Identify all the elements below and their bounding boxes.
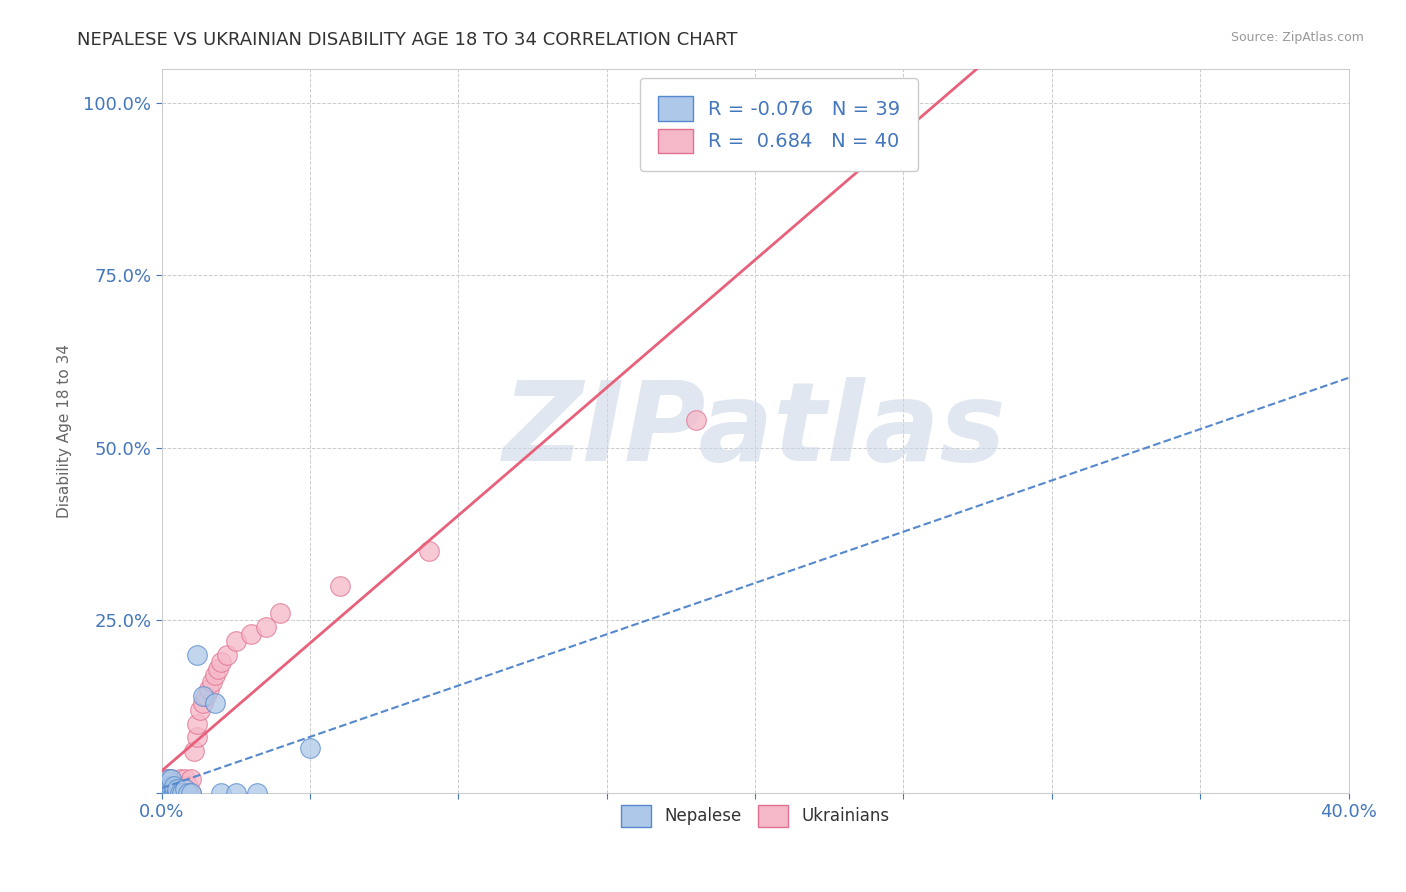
Point	[153, 786, 176, 800]
Point	[177, 786, 200, 800]
Point	[207, 661, 229, 675]
Point	[162, 786, 184, 800]
Point	[159, 782, 181, 797]
Point	[153, 786, 176, 800]
Point	[156, 786, 179, 800]
Point	[153, 779, 176, 793]
Point	[174, 782, 197, 797]
Point	[174, 786, 197, 800]
Point	[329, 579, 352, 593]
Point	[269, 607, 291, 621]
Point	[172, 786, 194, 800]
Text: NEPALESE VS UKRAINIAN DISABILITY AGE 18 TO 34 CORRELATION CHART: NEPALESE VS UKRAINIAN DISABILITY AGE 18 …	[77, 31, 738, 49]
Point	[153, 786, 176, 800]
Point	[180, 786, 202, 800]
Point	[156, 775, 179, 789]
Point	[246, 786, 269, 800]
Y-axis label: Disability Age 18 to 34: Disability Age 18 to 34	[58, 343, 72, 517]
Point	[156, 772, 179, 786]
Point	[172, 786, 194, 800]
Point	[254, 620, 277, 634]
Point	[169, 772, 191, 786]
Point	[166, 786, 188, 800]
Point	[193, 696, 215, 710]
Point	[153, 786, 176, 800]
Point	[159, 786, 181, 800]
Point	[153, 786, 176, 800]
Point	[153, 786, 176, 800]
Point	[893, 95, 915, 110]
Point	[186, 731, 208, 745]
Point	[156, 779, 179, 793]
Point	[166, 779, 188, 793]
Point	[156, 786, 179, 800]
Point	[225, 634, 247, 648]
Point	[162, 779, 184, 793]
Point	[177, 779, 200, 793]
Point	[186, 648, 208, 662]
Point	[162, 786, 184, 800]
Point	[162, 779, 184, 793]
Point	[153, 782, 176, 797]
Text: ZIPatlas: ZIPatlas	[503, 377, 1007, 484]
Text: Source: ZipAtlas.com: Source: ZipAtlas.com	[1230, 31, 1364, 45]
Point	[153, 786, 176, 800]
Point	[156, 786, 179, 800]
Point	[159, 779, 181, 793]
Point	[183, 744, 205, 758]
Point	[159, 779, 181, 793]
Point	[153, 786, 176, 800]
Point	[204, 696, 226, 710]
Legend: Nepalese, Ukrainians: Nepalese, Ukrainians	[613, 797, 898, 835]
Point	[162, 782, 184, 797]
Point	[215, 648, 238, 662]
Point	[299, 740, 322, 755]
Point	[174, 772, 197, 786]
Point	[685, 413, 707, 427]
Point	[156, 772, 179, 786]
Point	[159, 786, 181, 800]
Point	[204, 668, 226, 682]
Point	[156, 786, 179, 800]
Point	[418, 544, 440, 558]
Point	[195, 689, 218, 703]
Point	[166, 782, 188, 797]
Point	[188, 703, 211, 717]
Point	[180, 772, 202, 786]
Point	[159, 786, 181, 800]
Point	[159, 772, 181, 786]
Point	[186, 716, 208, 731]
Point	[180, 786, 202, 800]
Point	[209, 786, 232, 800]
Point	[166, 786, 188, 800]
Point	[172, 779, 194, 793]
Point	[153, 779, 176, 793]
Point	[225, 786, 247, 800]
Point	[153, 786, 176, 800]
Point	[239, 627, 262, 641]
Point	[159, 772, 181, 786]
Point	[169, 786, 191, 800]
Point	[201, 675, 224, 690]
Point	[156, 782, 179, 797]
Point	[193, 689, 215, 703]
Point	[209, 655, 232, 669]
Point	[198, 682, 221, 697]
Point	[169, 786, 191, 800]
